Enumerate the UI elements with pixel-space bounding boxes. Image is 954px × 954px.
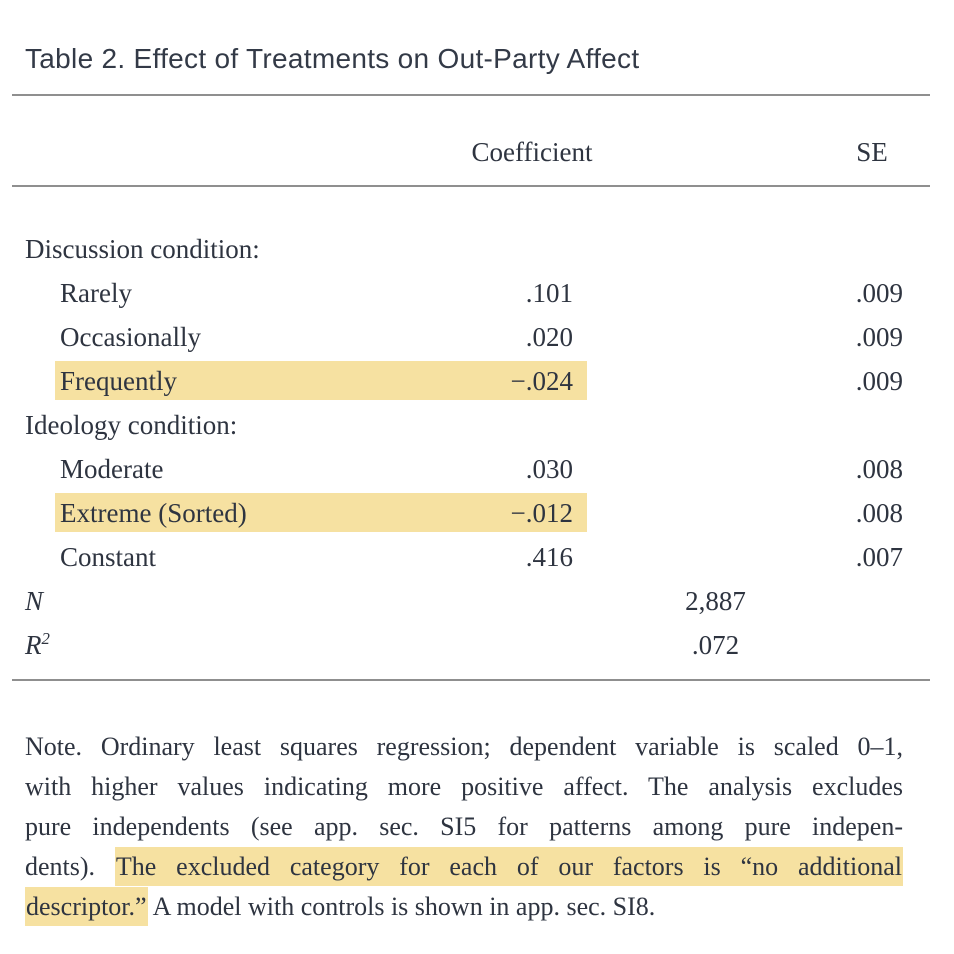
table-row: Rarely .101 .009 xyxy=(12,271,930,315)
note-line: with higher values indicating more posit… xyxy=(25,767,903,807)
table-row: Moderate .030 .008 xyxy=(12,447,930,491)
table-row: Occasionally .020 .009 xyxy=(12,315,930,359)
row-label: Frequently xyxy=(60,366,177,396)
se-cell: .009 xyxy=(855,278,903,308)
table-row: Frequently −.024 .009 xyxy=(12,359,930,403)
note-text: with higher values indicating more posit… xyxy=(25,772,903,801)
rule-middle xyxy=(12,185,930,187)
row-label: R2 xyxy=(25,629,50,660)
note-text: A model with controls is shown in app. s… xyxy=(147,892,656,921)
column-header-se: SE xyxy=(856,137,888,167)
coefficient-cell: .020 xyxy=(525,322,573,352)
table-row: Constant .416 .007 xyxy=(12,535,930,579)
note-line: dents). The excluded category for each o… xyxy=(25,847,903,887)
row-label: Ideology condition: xyxy=(25,410,238,440)
label-superscript: 2 xyxy=(41,629,50,648)
note-text: Note. Ordinary least squares regression;… xyxy=(25,732,903,761)
note-line: pure independents (see app. sec. SI5 for… xyxy=(25,807,903,847)
row-highlight xyxy=(55,493,587,532)
table-row: Ideology condition: xyxy=(12,403,930,447)
note-highlight: descriptor.” xyxy=(25,887,148,926)
column-header-coefficient: Coefficient xyxy=(471,137,593,167)
se-cell: .007 xyxy=(855,542,903,572)
row-label: Constant xyxy=(60,542,157,572)
table-title: Table 2. Effect of Treatments on Out-Par… xyxy=(25,43,640,74)
note-text: dents). xyxy=(25,852,115,881)
row-label: Discussion condition: xyxy=(25,234,260,264)
se-cell: .008 xyxy=(855,454,903,484)
note-line: descriptor.” A model with controls is sh… xyxy=(25,887,903,927)
coefficient-cell: .030 xyxy=(525,454,573,484)
se-cell: .009 xyxy=(855,322,903,352)
row-label: N xyxy=(25,586,44,616)
note-line: Note. Ordinary least squares regression;… xyxy=(25,727,903,767)
se-cell: .008 xyxy=(855,498,903,528)
se-cell: .009 xyxy=(855,366,903,396)
note-highlight: The excluded category for each of our fa… xyxy=(114,847,903,886)
row-label: Moderate xyxy=(60,454,164,484)
table-row: Discussion condition: xyxy=(12,227,930,271)
table-row: N 2,887 xyxy=(12,579,930,623)
row-label: Extreme (Sorted) xyxy=(60,498,247,528)
coefficient-cell: −.024 xyxy=(510,366,573,396)
table-figure: Table 2. Effect of Treatments on Out-Par… xyxy=(12,0,930,927)
table-row: Extreme (Sorted) −.012 .008 xyxy=(12,491,930,535)
table-note: Note. Ordinary least squares regression;… xyxy=(25,727,903,927)
coefficient-cell: −.012 xyxy=(510,498,573,528)
table-body: Discussion condition: Rarely .101.009 Occas… xyxy=(12,187,930,679)
stat-value-cell: .072 xyxy=(691,630,740,660)
stat-value-cell: 2,887 xyxy=(685,586,746,616)
row-highlight xyxy=(55,361,587,400)
row-label: Rarely xyxy=(60,278,132,308)
table-header-row: Coefficient SE xyxy=(12,96,930,185)
row-label: Occasionally xyxy=(60,322,201,352)
note-text: pure independents (see app. sec. SI5 for… xyxy=(25,812,903,841)
coefficient-cell: .101 xyxy=(525,278,573,308)
rule-top xyxy=(12,94,930,96)
coefficient-cell: .416 xyxy=(525,542,573,572)
table-row: R2 .072 xyxy=(12,623,930,667)
rule-bottom xyxy=(12,679,930,681)
